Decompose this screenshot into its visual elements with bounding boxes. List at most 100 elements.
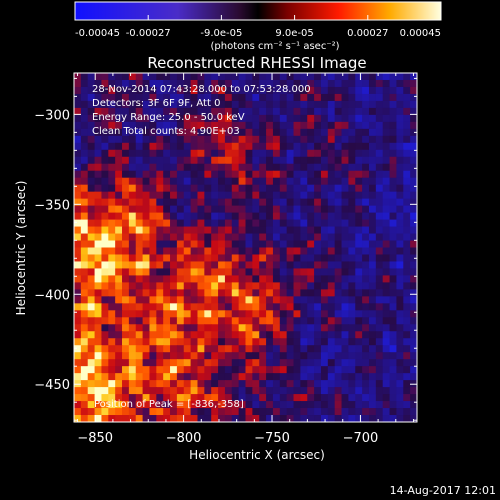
- heatmap-cell: [293, 303, 301, 311]
- heatmap-cell: [403, 408, 411, 416]
- heatmap-cell: [348, 240, 356, 249]
- heatmap-cell: [396, 303, 404, 311]
- heatmap-cell: [108, 359, 116, 367]
- heatmap-cell: [389, 135, 398, 144]
- heatmap-cell: [149, 170, 157, 179]
- heatmap-cell: [218, 121, 226, 130]
- heatmap-cell: [74, 289, 82, 297]
- heatmap-cell: [142, 212, 151, 221]
- heatmap-cell: [238, 107, 247, 116]
- heatmap-cell: [300, 156, 308, 165]
- heatmap-cell: [307, 303, 315, 311]
- heatmap-cell: [396, 275, 404, 283]
- heatmap-cell: [87, 233, 96, 242]
- heatmap-cell: [286, 240, 295, 249]
- heatmap-cell: [204, 86, 212, 95]
- heatmap-cell: [266, 156, 274, 165]
- heatmap-cell: [190, 114, 199, 123]
- heatmap-cell: [286, 135, 295, 144]
- heatmap-cell: [218, 226, 226, 235]
- heatmap-cell: [218, 268, 226, 277]
- heatmap-cell: [279, 261, 288, 270]
- heatmap-cell: [101, 296, 109, 304]
- heatmap-cell: [245, 128, 253, 137]
- heatmap-cell: [163, 415, 171, 422]
- heatmap-cell: [170, 387, 178, 395]
- heatmap-cell: [156, 408, 164, 416]
- heatmap-cell: [368, 247, 377, 256]
- heatmap-cell: [300, 114, 308, 123]
- heatmap-cell: [410, 310, 417, 318]
- heatmap-cell: [362, 177, 370, 186]
- heatmap-cell: [368, 394, 377, 402]
- heatmap-cell: [355, 135, 363, 144]
- heatmap-cell: [128, 296, 137, 304]
- heatmap-cell: [389, 100, 398, 109]
- heatmap-cell: [128, 345, 137, 353]
- heatmap-cell: [74, 366, 82, 374]
- heatmap-cell: [238, 275, 247, 283]
- heatmap-cell: [307, 184, 315, 193]
- heatmap-cell: [348, 135, 356, 144]
- heatmap-cell: [410, 107, 417, 116]
- heatmap-cell: [211, 128, 219, 137]
- heatmap-cell: [170, 121, 178, 130]
- colorbar-tick-label: 9.0e-05: [275, 28, 313, 39]
- heatmap-cell: [320, 359, 329, 367]
- heatmap-cell: [300, 310, 308, 318]
- heatmap-cell: [94, 296, 103, 304]
- heatmap-cell: [94, 345, 103, 353]
- heatmap-cell: [410, 79, 417, 88]
- heatmap-cell: [320, 289, 329, 297]
- heatmap-cell: [176, 373, 185, 381]
- heatmap-cell: [396, 163, 404, 172]
- heatmap-cell: [183, 73, 192, 81]
- heatmap-cell: [170, 401, 178, 409]
- heatmap-cell: [149, 310, 157, 318]
- heatmap-cell: [122, 121, 130, 130]
- heatmap-cell: [348, 114, 356, 123]
- heatmap-cell: [341, 303, 349, 311]
- heatmap-cell: [163, 184, 171, 193]
- heatmap-cell: [128, 86, 137, 95]
- heatmap-cell: [334, 401, 343, 409]
- heatmap-cell: [245, 219, 253, 228]
- heatmap-cell: [286, 303, 295, 311]
- heatmap-cell: [300, 415, 308, 422]
- heatmap-cell: [128, 331, 137, 339]
- heatmap-cell: [272, 387, 281, 395]
- heatmap-cell: [238, 352, 247, 360]
- heatmap-cell: [94, 373, 103, 381]
- heatmap-cell: [190, 170, 199, 179]
- heatmap-cell: [252, 163, 260, 172]
- heatmap-cell: [382, 331, 391, 339]
- heatmap-cell: [231, 93, 240, 102]
- heatmap-cell: [259, 268, 267, 277]
- heatmap-cell: [122, 233, 130, 242]
- heatmap-cell: [135, 394, 144, 402]
- heatmap-cell: [314, 240, 322, 249]
- heatmap-cell: [87, 366, 96, 374]
- heatmap-cell: [403, 121, 411, 130]
- heatmap-cell: [183, 415, 192, 422]
- heatmap-cell: [238, 310, 247, 318]
- heatmap-cell: [252, 401, 260, 409]
- heatmap-cell: [410, 149, 417, 158]
- heatmap-cell: [307, 240, 315, 249]
- heatmap-cell: [170, 366, 178, 374]
- heatmap-cell: [197, 156, 205, 165]
- heatmap-cell: [355, 128, 363, 137]
- heatmap-cell: [115, 408, 123, 416]
- heatmap-cell: [341, 128, 349, 137]
- heatmap-cell: [115, 205, 123, 214]
- heatmap-cell: [403, 366, 411, 374]
- heatmap-cell: [314, 331, 322, 339]
- heatmap-cell: [101, 408, 109, 416]
- heatmap-cell: [135, 107, 144, 116]
- heatmap-cell: [231, 338, 240, 346]
- heatmap-cell: [176, 345, 185, 353]
- heatmap-cell: [259, 261, 267, 270]
- heatmap-cell: [341, 380, 349, 388]
- heatmap-cell: [218, 107, 226, 116]
- heatmap-cell: [183, 156, 192, 165]
